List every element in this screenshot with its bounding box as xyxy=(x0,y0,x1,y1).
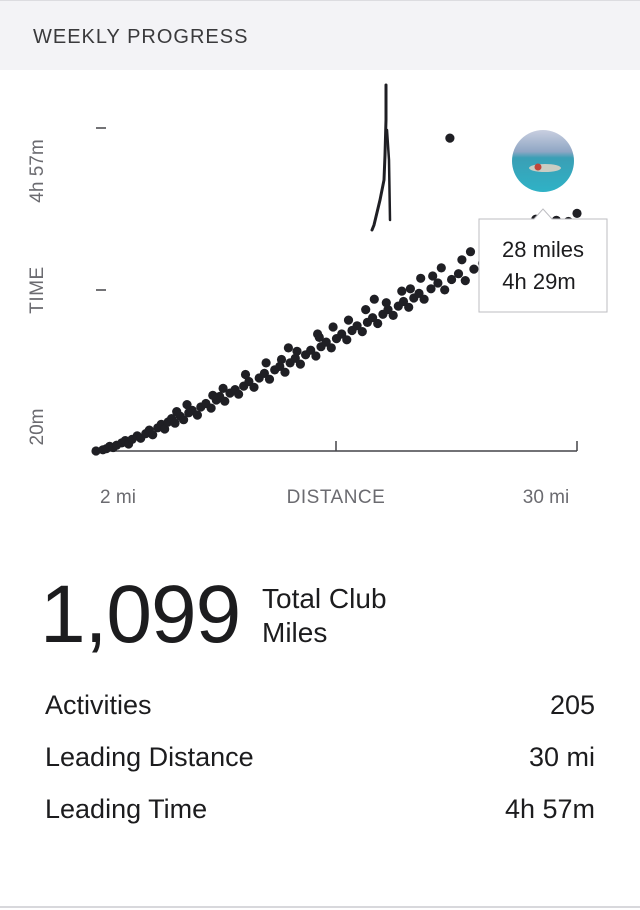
avatar-swimmer xyxy=(529,164,561,172)
scatter-chart-svg: 2 mi 30 mi DISTANCE 20m 4h 57m TIME 28 miles 4h… xyxy=(27,83,608,508)
data-point xyxy=(361,305,371,315)
total-club-miles-label: Total Club Miles xyxy=(262,582,432,650)
data-point xyxy=(453,269,464,279)
data-point xyxy=(91,446,101,456)
data-point xyxy=(192,410,202,420)
data-point xyxy=(572,208,582,218)
bottom-divider xyxy=(0,906,640,908)
data-point xyxy=(249,382,259,392)
data-point xyxy=(206,403,216,413)
data-point xyxy=(208,390,218,400)
avatar-image xyxy=(512,130,574,192)
header-title: WEEKLY PROGRESS xyxy=(33,26,249,48)
scribble-mark xyxy=(370,83,388,232)
data-point xyxy=(404,302,414,312)
data-point xyxy=(416,273,426,283)
data-point xyxy=(148,430,158,440)
data-point xyxy=(328,322,338,332)
data-point xyxy=(292,346,302,356)
data-point xyxy=(280,367,290,377)
avatar-swimmer-cap xyxy=(534,163,542,171)
callout-distance: 28 miles xyxy=(502,237,584,262)
total-label-line2: Miles xyxy=(262,617,328,648)
total-club-miles-value: 1,099 xyxy=(40,569,241,660)
data-point xyxy=(440,285,450,295)
data-point xyxy=(261,358,271,368)
data-point xyxy=(433,278,443,288)
data-point xyxy=(465,247,476,257)
data-point xyxy=(240,369,251,380)
data-point xyxy=(295,359,305,369)
data-point xyxy=(445,133,455,143)
data-point xyxy=(447,274,457,285)
data-point xyxy=(419,294,429,304)
stat-row-leading-time: Leading Time 4h 57m xyxy=(45,794,595,830)
data-point xyxy=(234,389,244,399)
callout-box xyxy=(478,208,608,313)
data-point xyxy=(369,294,379,304)
header: WEEKLY PROGRESS xyxy=(0,0,640,70)
stat-label: Leading Distance xyxy=(45,742,254,772)
data-point xyxy=(405,284,415,294)
data-point xyxy=(343,315,354,325)
stat-value: 205 xyxy=(549,690,595,720)
data-point xyxy=(469,264,479,274)
data-point xyxy=(357,327,367,337)
y-axis-label: TIME xyxy=(27,266,48,313)
data-point xyxy=(220,396,230,406)
data-point xyxy=(326,343,336,353)
data-point xyxy=(436,263,446,273)
stat-row-leading-distance: Leading Distance 30 mi xyxy=(45,742,595,778)
x-axis-label: DISTANCE xyxy=(287,487,386,508)
stat-value: 4h 57m xyxy=(504,794,595,824)
data-point xyxy=(283,343,293,353)
data-point xyxy=(311,351,321,361)
stat-label: Leading Time xyxy=(45,794,208,824)
data-point xyxy=(388,310,398,320)
data-point xyxy=(179,415,189,425)
data-point xyxy=(397,286,407,296)
stat-row-activities: Activities 205 xyxy=(45,690,595,726)
scribble-mark xyxy=(385,128,392,222)
data-point xyxy=(276,354,287,365)
data-point xyxy=(342,335,352,345)
data-point xyxy=(428,271,438,281)
stat-value: 30 mi xyxy=(528,742,595,772)
data-point xyxy=(264,374,275,384)
x-tick-label: 30 mi xyxy=(523,487,569,508)
data-point xyxy=(218,383,228,393)
data-point xyxy=(182,400,192,410)
total-label-line1: Total Club xyxy=(262,583,387,614)
data-point xyxy=(426,284,436,294)
data-point xyxy=(170,418,180,428)
callout-time: 4h 29m xyxy=(502,269,575,294)
y-tick-label: 4h 57m xyxy=(27,139,48,202)
data-point xyxy=(313,329,323,339)
data-point xyxy=(172,407,182,417)
data-point xyxy=(381,298,391,308)
y-tick-label: 20m xyxy=(27,409,48,446)
stat-label: Activities xyxy=(45,690,152,720)
data-point xyxy=(373,318,383,329)
x-tick-label: 2 mi xyxy=(100,487,136,508)
data-point xyxy=(160,424,170,434)
data-point xyxy=(457,255,467,265)
scatter-chart: 2 mi 30 mi DISTANCE 20m 4h 57m TIME 28 miles 4h… xyxy=(0,70,640,530)
data-point xyxy=(460,276,470,286)
